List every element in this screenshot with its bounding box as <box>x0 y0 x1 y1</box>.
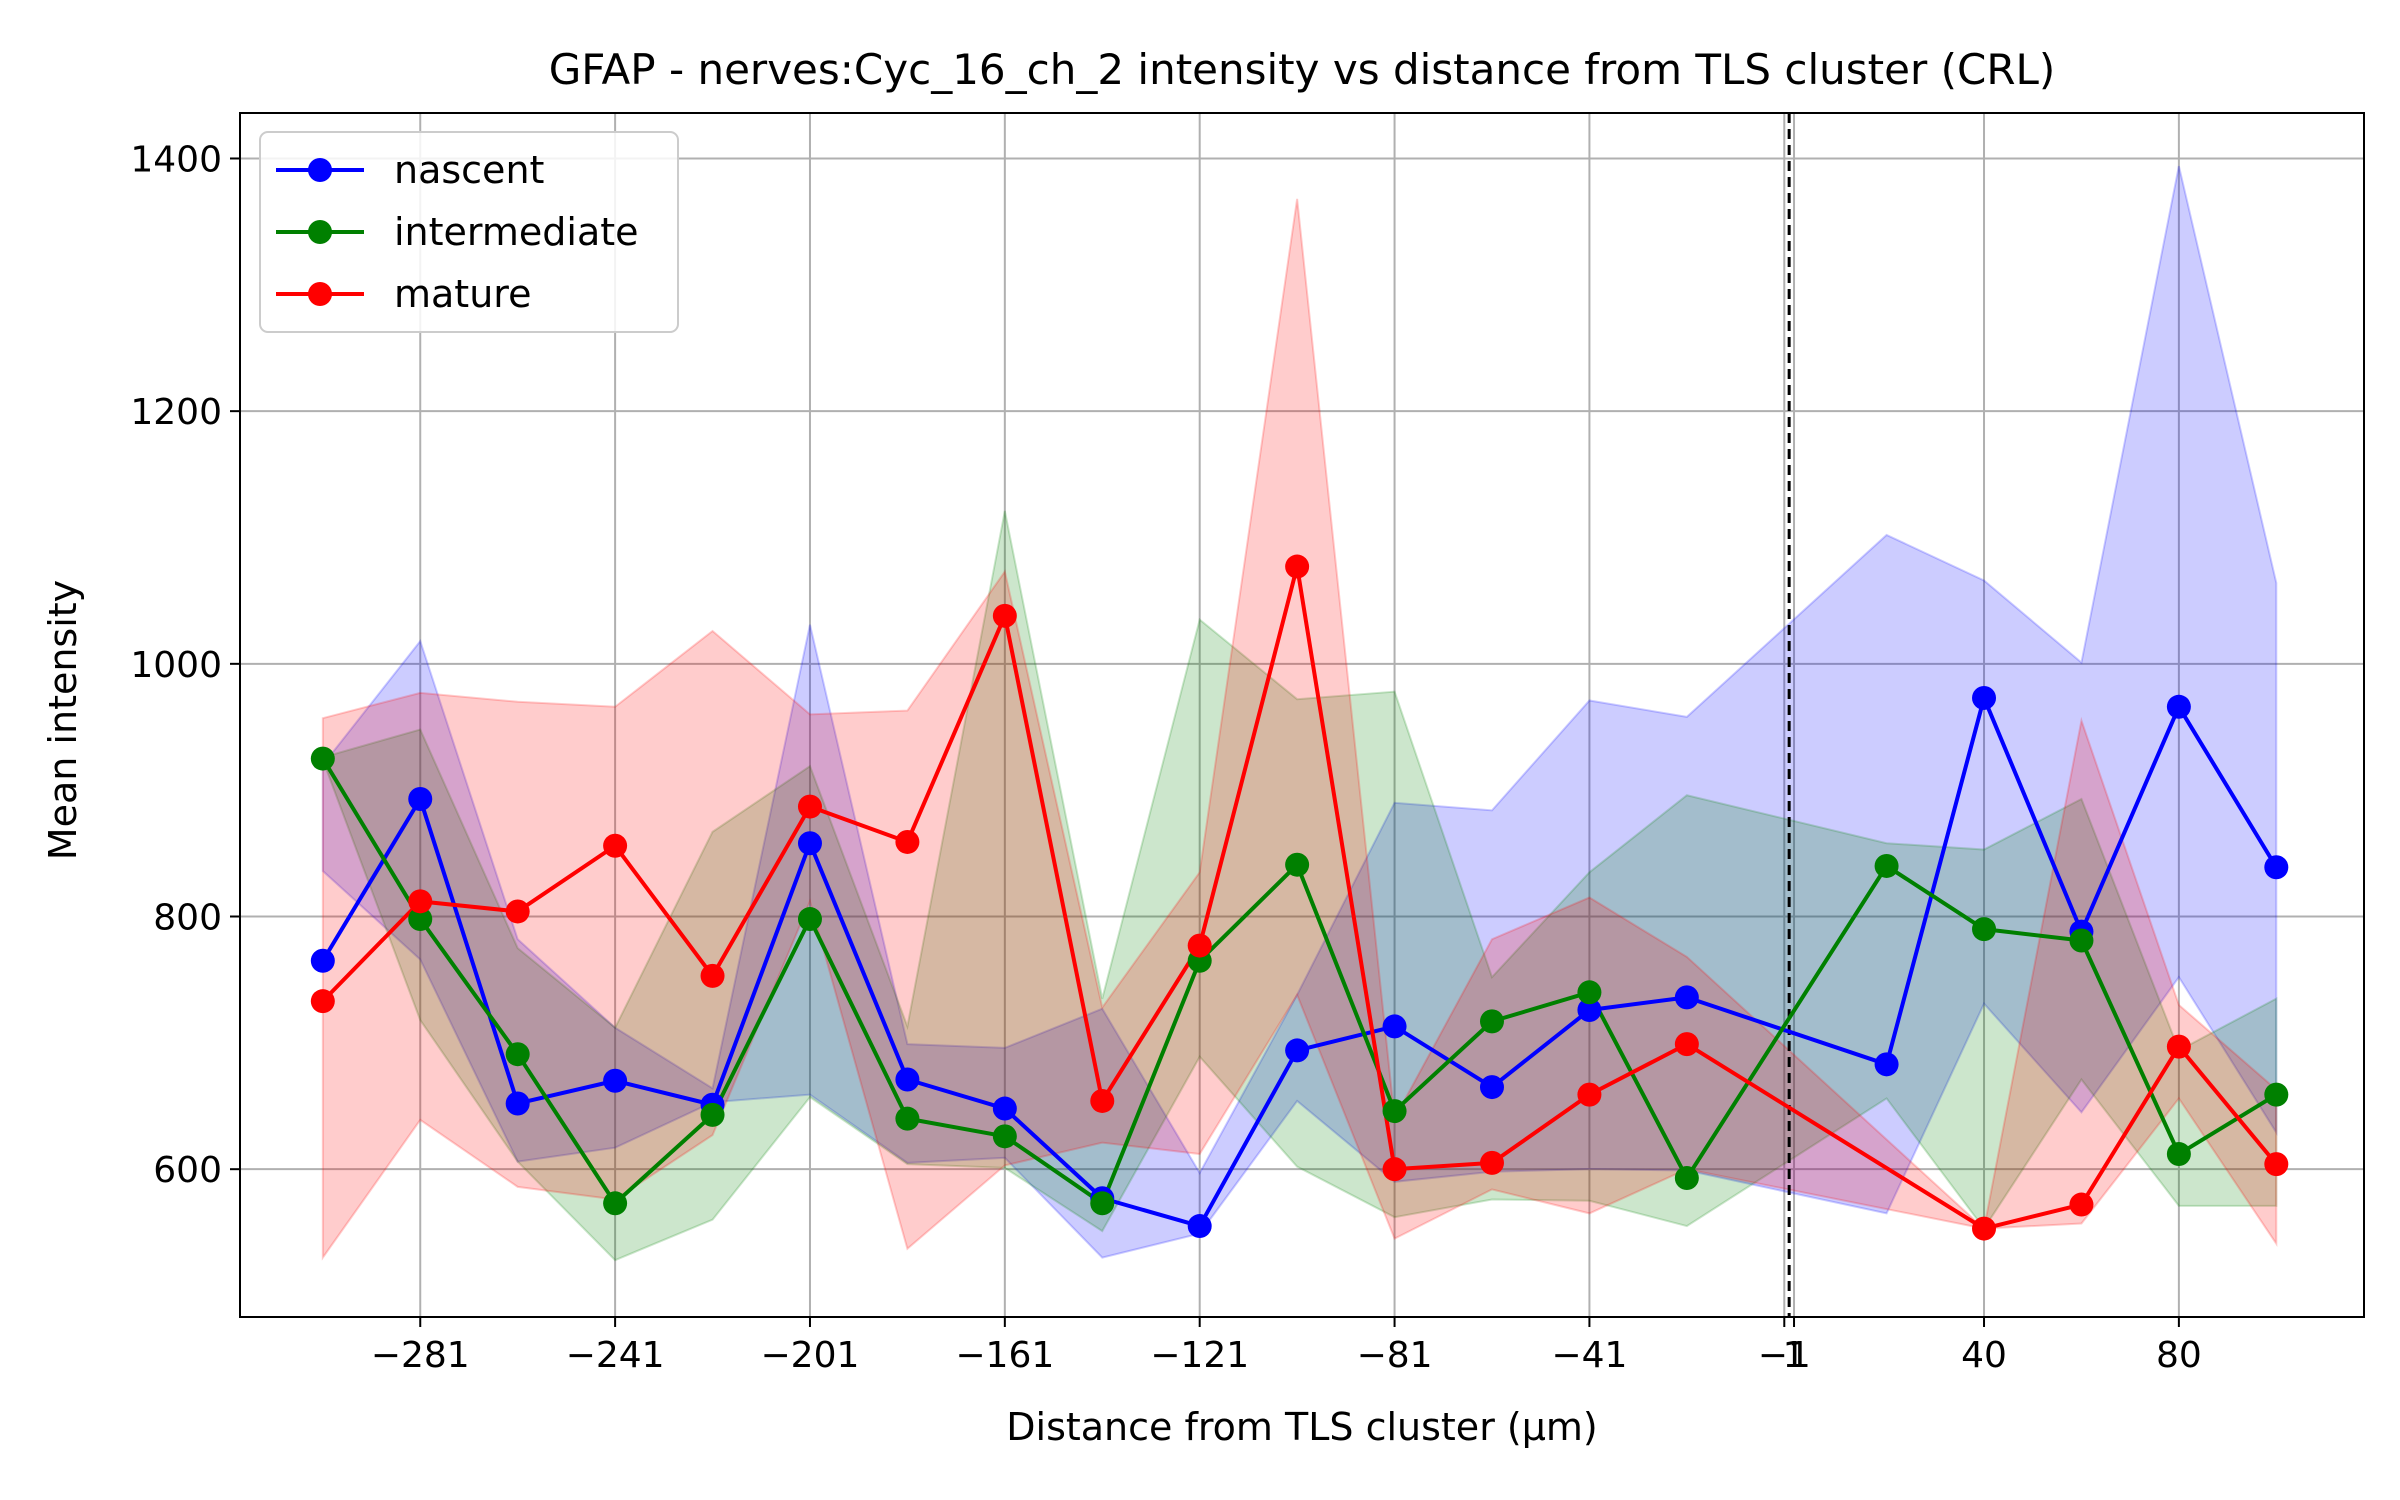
x-axis-ticks: −281 −241 −201 −161 −121 −81 −41 −11 40 80 <box>371 1317 2202 1376</box>
mature-point <box>505 899 530 924</box>
mature-point <box>2166 1034 2191 1059</box>
legend-label: nascent <box>394 148 544 192</box>
mature-point <box>1187 933 1212 958</box>
intermediate-line <box>321 757 2278 1206</box>
nascent-line <box>321 695 2279 1229</box>
x-tick-label: −1 <box>1758 1335 1811 1376</box>
x-tick-label: −281 <box>371 1335 470 1376</box>
y-axis-ticks: 600 800 1000 1200 1400 <box>130 139 240 1191</box>
intermediate-point <box>2069 928 2094 953</box>
y-tick-label: 1200 <box>130 392 222 433</box>
intermediate-point <box>1479 1009 1504 1034</box>
intermediate-point <box>1577 980 1602 1005</box>
nascent-point <box>1874 1052 1899 1077</box>
series-points <box>310 554 2289 1241</box>
intermediate-point <box>2166 1142 2191 1167</box>
x-tick-label: −121 <box>1150 1335 1249 1376</box>
nascent-point <box>2264 855 2289 880</box>
x-tick-label: 80 <box>2156 1335 2202 1376</box>
legend-marker-mature <box>308 282 332 306</box>
nascent-point <box>1382 1014 1407 1039</box>
intermediate-point <box>1674 1166 1699 1191</box>
legend-box <box>259 131 679 333</box>
mature-point <box>2069 1192 2094 1217</box>
mature-point <box>1577 1082 1602 1107</box>
mature-point <box>2264 1152 2289 1177</box>
mature-point <box>1479 1150 1504 1175</box>
intermediate-point <box>700 1102 725 1127</box>
legend-label: intermediate <box>394 210 639 254</box>
x-axis-label: Distance from TLS cluster (μm) <box>1006 1405 1598 1449</box>
mature-point <box>1972 1216 1997 1241</box>
intermediate-point <box>505 1042 530 1067</box>
mature-point <box>1674 1032 1699 1057</box>
nascent-point <box>603 1068 628 1093</box>
nascent-point <box>992 1096 1017 1121</box>
intermediate-point <box>1874 853 1899 878</box>
intermediate-point <box>408 907 433 932</box>
mature-point <box>310 989 335 1014</box>
mature-point <box>603 833 628 858</box>
intermediate-point <box>1285 852 1310 877</box>
mature-point <box>1090 1088 1115 1113</box>
legend: nascent intermediate mature <box>259 131 679 333</box>
legend-marker-intermediate <box>308 220 332 244</box>
intermediate-point <box>1972 917 1997 942</box>
intermediate-point <box>2264 1082 2289 1107</box>
nascent-point <box>1972 685 1997 710</box>
y-tick-label: 1000 <box>130 645 222 686</box>
nascent-point <box>310 948 335 973</box>
mature-point <box>408 889 433 914</box>
legend-items: nascent intermediate mature <box>276 148 639 316</box>
y-axis-label: Mean intensity <box>41 580 85 860</box>
y-tick-label: 600 <box>153 1150 222 1191</box>
intermediate-point <box>895 1106 920 1131</box>
nascent-point <box>1577 997 1602 1022</box>
nascent-point <box>408 787 433 812</box>
nascent-point <box>1479 1075 1504 1100</box>
nascent-point <box>1285 1038 1310 1063</box>
mature-band <box>321 198 2278 1261</box>
x-tick-label: 40 <box>1961 1335 2007 1376</box>
x-tick-label: −241 <box>566 1335 665 1376</box>
x-tick-label: −41 <box>1551 1335 1627 1376</box>
x-tick-label: −161 <box>955 1335 1054 1376</box>
x-tick-label: −201 <box>761 1335 860 1376</box>
nascent-point <box>1187 1214 1212 1239</box>
y-tick-label: 800 <box>153 898 222 939</box>
nascent-point <box>1674 985 1699 1010</box>
intermediate-point <box>603 1191 628 1216</box>
intermediate-point <box>992 1124 1017 1149</box>
mature-point <box>797 794 822 819</box>
mature-point <box>992 603 1017 628</box>
mature-point <box>700 963 725 988</box>
intermediate-point <box>797 907 822 932</box>
mature-point <box>1382 1157 1407 1182</box>
plot-frame <box>239 112 2365 1318</box>
nascent-point <box>797 831 822 856</box>
y-tick-label: 1400 <box>130 139 222 180</box>
legend-label: mature <box>394 272 531 316</box>
intermediate-point <box>1382 1099 1407 1124</box>
nascent-point <box>895 1067 920 1092</box>
intermediate-point <box>310 746 335 771</box>
intermediate-point <box>1090 1191 1115 1216</box>
nascent-point <box>505 1091 530 1116</box>
nascent-point <box>2166 694 2191 719</box>
legend-marker-nascent <box>308 158 332 182</box>
intermediate-band <box>321 510 2278 1262</box>
chart-title: GFAP - nerves:Cyc_16_ch_2 intensity vs d… <box>549 45 2056 94</box>
mature-point <box>895 829 920 854</box>
x-tick-label: 1 <box>1783 1335 1806 1376</box>
mature-point <box>1285 554 1310 579</box>
x-tick-label: −81 <box>1357 1335 1433 1376</box>
